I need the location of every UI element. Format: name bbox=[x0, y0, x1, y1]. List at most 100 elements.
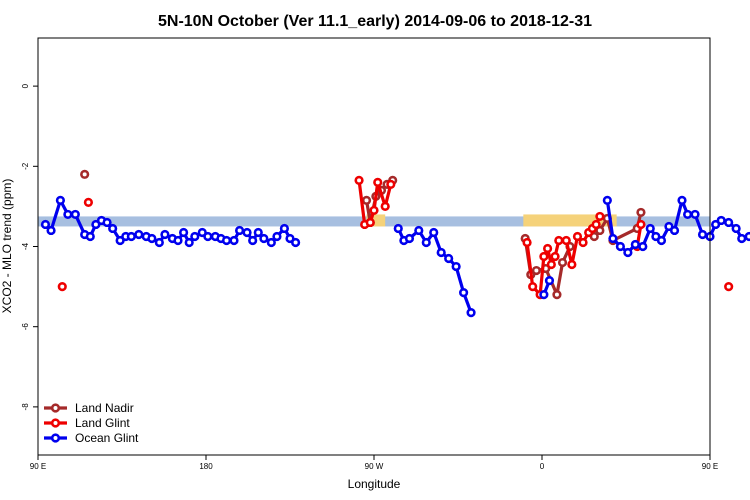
series-1-point-8 bbox=[386, 179, 396, 189]
series-2-point-0 bbox=[40, 219, 51, 230]
series-2-point-38 bbox=[285, 233, 295, 244]
series-2-point-24 bbox=[197, 227, 207, 238]
series-2-point-67 bbox=[697, 229, 708, 240]
series-2-point-21 bbox=[179, 227, 189, 238]
series-2-point-31 bbox=[242, 227, 252, 238]
y-tick-label-0: 0 bbox=[21, 83, 30, 88]
series-1 bbox=[57, 175, 734, 300]
series-1-point-26 bbox=[636, 219, 646, 230]
series-0-point-12 bbox=[557, 257, 568, 268]
series-2-point-16 bbox=[147, 233, 157, 244]
series-1-point-24 bbox=[595, 211, 605, 222]
legend-label-0: Land Nadir bbox=[75, 401, 134, 415]
series-2-point-54 bbox=[608, 233, 618, 244]
series-1-point-16 bbox=[554, 235, 564, 246]
series-2-point-28 bbox=[221, 235, 232, 246]
legend-marker-2 bbox=[50, 433, 61, 443]
x-tick-label-3: 0 bbox=[540, 462, 545, 471]
series-2-point-37 bbox=[279, 223, 290, 234]
series-2-point-44 bbox=[421, 237, 431, 248]
series-1-point-20 bbox=[578, 237, 588, 248]
series-1-point-15 bbox=[550, 251, 560, 262]
series-2-point-34 bbox=[259, 233, 269, 244]
series-2-point-4 bbox=[70, 209, 80, 220]
series-1-point-27 bbox=[724, 281, 734, 292]
series-2-point-35 bbox=[266, 237, 276, 248]
x-tick-label-0: 90 E bbox=[30, 462, 46, 471]
series-2-point-66 bbox=[690, 209, 700, 220]
chart-title: 5N-10N October (Ver 11.1_early) 2014-09-… bbox=[158, 13, 592, 30]
legend-label-2: Ocean Glint bbox=[75, 431, 139, 445]
series-2-point-53 bbox=[602, 195, 612, 205]
series-2-point-46 bbox=[436, 247, 446, 258]
series-2-point-36 bbox=[272, 231, 282, 242]
series-2-point-56 bbox=[623, 247, 633, 258]
series-2-point-43 bbox=[414, 225, 424, 236]
series-2-point-32 bbox=[248, 235, 258, 246]
series-2-point-59 bbox=[645, 223, 655, 234]
series-1-point-4 bbox=[365, 217, 375, 228]
series-1-point-13 bbox=[542, 243, 553, 254]
y-tick-label-4: -8 bbox=[21, 403, 30, 411]
series-2-point-39 bbox=[291, 237, 301, 248]
series-2-point-13 bbox=[126, 231, 136, 242]
y-tick-label-2: -4 bbox=[21, 242, 30, 250]
series-2-point-70 bbox=[716, 215, 726, 226]
series-2-point-1 bbox=[46, 225, 56, 236]
plot-area bbox=[38, 169, 750, 318]
legend-marker-0 bbox=[50, 403, 61, 413]
series-1-point-14 bbox=[546, 259, 556, 270]
series-2-point-14 bbox=[134, 229, 144, 240]
series-2-point-71 bbox=[724, 217, 734, 228]
series-2-point-64 bbox=[677, 195, 687, 205]
series-2-point-25 bbox=[203, 231, 213, 242]
series-1-point-0 bbox=[57, 281, 67, 292]
series-2-point-22 bbox=[184, 237, 194, 248]
series-2-point-29 bbox=[229, 235, 239, 246]
series-1-point-18 bbox=[567, 259, 577, 270]
series-2-point-60 bbox=[651, 231, 661, 242]
x-tick-label-2: 90 W bbox=[365, 462, 384, 471]
y-axis: 0 -2 -4 -6 -8 bbox=[21, 83, 38, 410]
legend-label-1: Land Glint bbox=[75, 416, 130, 430]
series-2-point-61 bbox=[656, 235, 667, 246]
series-1-point-17 bbox=[561, 235, 571, 246]
x-tick-label-1: 180 bbox=[199, 462, 213, 471]
series-2-point-20 bbox=[173, 235, 183, 246]
series-2-point-9 bbox=[102, 217, 112, 228]
series-1-point-12 bbox=[539, 251, 549, 262]
series-2 bbox=[40, 195, 750, 318]
series-2-point-2 bbox=[55, 195, 66, 205]
series-1-point-7 bbox=[380, 201, 390, 212]
series-0-point-14 bbox=[589, 231, 599, 242]
series-0-point-1 bbox=[361, 195, 372, 205]
y-axis-title: XCO2 - MLO trend (ppm) bbox=[0, 179, 14, 314]
series-2-point-48 bbox=[451, 261, 461, 272]
series-2-point-52 bbox=[544, 275, 555, 286]
series-2-point-62 bbox=[664, 221, 674, 232]
series-2-point-23 bbox=[190, 231, 200, 242]
series-0-point-19 bbox=[636, 207, 646, 218]
series-2-point-58 bbox=[638, 241, 648, 252]
series-1-point-9 bbox=[522, 237, 532, 248]
plot-frame bbox=[37, 37, 711, 456]
series-2-point-17 bbox=[154, 237, 164, 248]
series-0-point-9 bbox=[531, 265, 542, 276]
series-2-point-45 bbox=[429, 227, 439, 238]
legend-marker-1 bbox=[50, 418, 61, 428]
series-2-point-57 bbox=[630, 239, 640, 250]
series-0-point-15 bbox=[595, 225, 605, 236]
series-2-point-49 bbox=[459, 288, 469, 298]
series-2-point-33 bbox=[253, 227, 263, 238]
series-2-point-6 bbox=[85, 231, 95, 242]
series-1-point-23 bbox=[591, 219, 601, 230]
series-2-point-7 bbox=[91, 219, 101, 230]
series-1-point-6 bbox=[373, 177, 383, 187]
series-2-point-65 bbox=[682, 209, 693, 220]
series-2-point-73 bbox=[737, 233, 747, 244]
x-tick-label-4: 90 E bbox=[702, 462, 718, 471]
series-2-point-51 bbox=[539, 290, 549, 300]
series-2-point-55 bbox=[615, 241, 626, 252]
